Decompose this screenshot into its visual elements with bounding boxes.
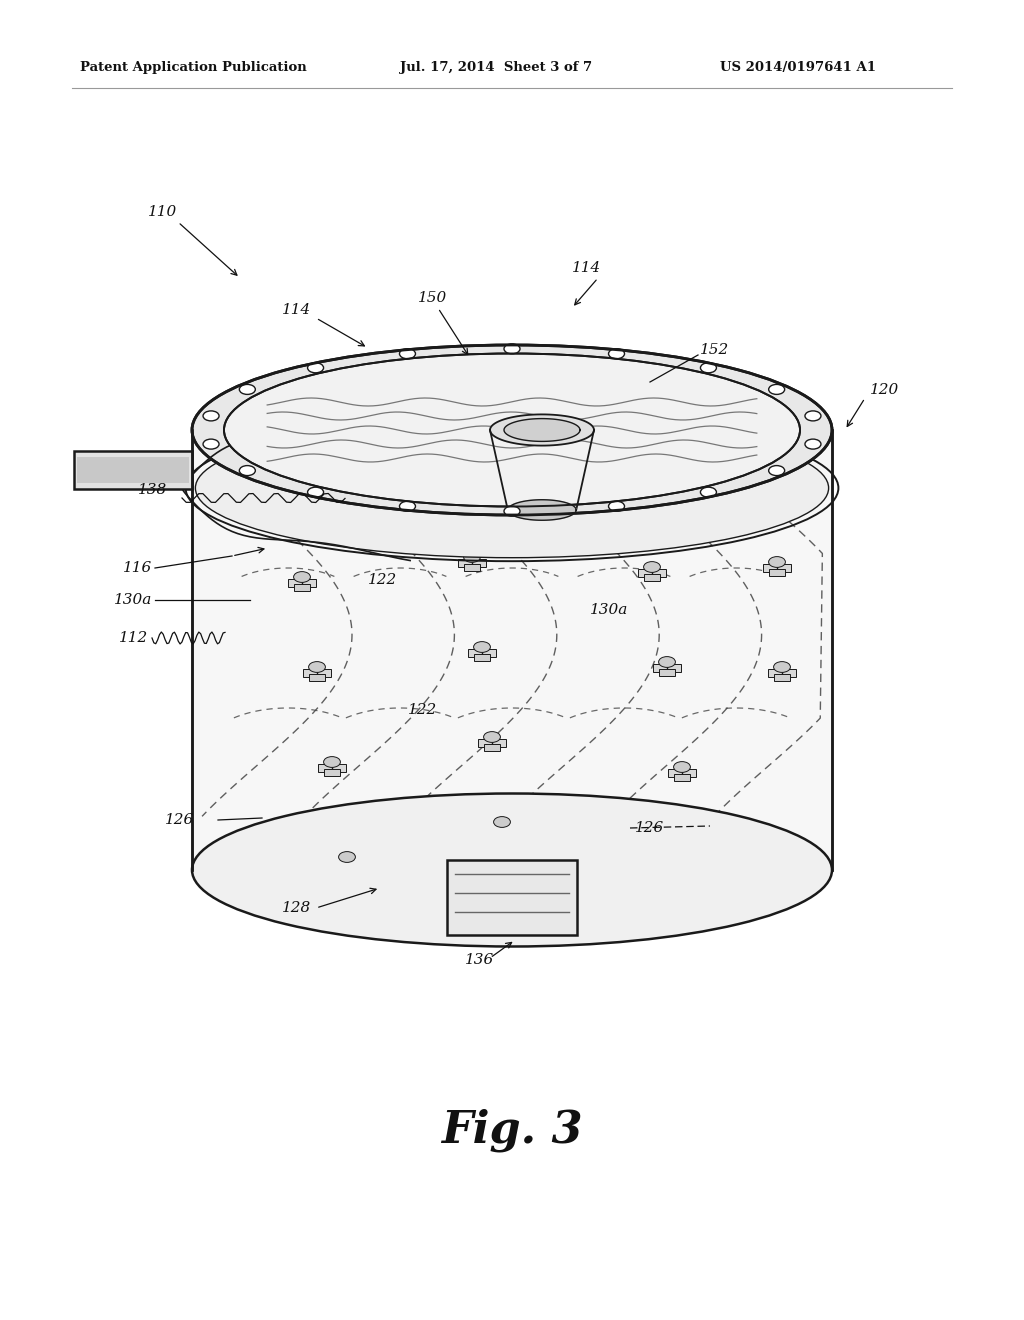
FancyBboxPatch shape xyxy=(339,865,355,871)
Text: US 2014/0197641 A1: US 2014/0197641 A1 xyxy=(720,62,876,74)
FancyBboxPatch shape xyxy=(303,669,332,677)
Text: 114: 114 xyxy=(282,304,311,317)
Text: 122: 122 xyxy=(408,704,437,717)
Ellipse shape xyxy=(196,418,828,557)
Text: 128: 128 xyxy=(282,902,311,915)
Ellipse shape xyxy=(644,561,660,573)
FancyBboxPatch shape xyxy=(487,825,516,832)
Ellipse shape xyxy=(324,756,340,767)
FancyBboxPatch shape xyxy=(447,861,577,935)
FancyBboxPatch shape xyxy=(317,764,346,772)
Ellipse shape xyxy=(473,642,490,652)
FancyBboxPatch shape xyxy=(652,664,681,672)
Text: 136: 136 xyxy=(465,953,495,968)
FancyBboxPatch shape xyxy=(458,560,486,566)
FancyBboxPatch shape xyxy=(468,649,497,656)
FancyBboxPatch shape xyxy=(473,655,490,661)
Ellipse shape xyxy=(700,363,717,372)
Polygon shape xyxy=(504,418,580,441)
FancyBboxPatch shape xyxy=(768,669,797,677)
Text: 110: 110 xyxy=(148,205,177,219)
Ellipse shape xyxy=(240,466,255,475)
Text: 152: 152 xyxy=(700,343,729,356)
FancyBboxPatch shape xyxy=(763,565,792,572)
FancyBboxPatch shape xyxy=(464,564,480,572)
FancyBboxPatch shape xyxy=(769,569,785,577)
Text: 120: 120 xyxy=(870,383,899,397)
Text: Patent Application Publication: Patent Application Publication xyxy=(80,62,307,74)
FancyBboxPatch shape xyxy=(638,569,667,577)
Ellipse shape xyxy=(674,762,690,772)
FancyBboxPatch shape xyxy=(773,675,791,681)
Ellipse shape xyxy=(224,354,800,507)
FancyBboxPatch shape xyxy=(294,585,310,591)
Ellipse shape xyxy=(805,440,821,449)
Ellipse shape xyxy=(483,731,501,742)
FancyBboxPatch shape xyxy=(77,457,189,483)
Text: 126: 126 xyxy=(635,821,665,836)
Ellipse shape xyxy=(203,411,219,421)
Text: Jul. 17, 2014  Sheet 3 of 7: Jul. 17, 2014 Sheet 3 of 7 xyxy=(400,62,592,74)
Ellipse shape xyxy=(307,487,324,498)
Ellipse shape xyxy=(307,363,324,372)
Polygon shape xyxy=(490,414,594,446)
Text: 130a: 130a xyxy=(590,603,629,616)
Ellipse shape xyxy=(769,557,785,568)
Ellipse shape xyxy=(464,552,480,562)
FancyBboxPatch shape xyxy=(644,574,660,581)
Ellipse shape xyxy=(769,466,784,475)
FancyBboxPatch shape xyxy=(288,579,316,586)
Ellipse shape xyxy=(608,348,625,359)
FancyBboxPatch shape xyxy=(477,739,507,747)
Text: 114: 114 xyxy=(572,261,601,275)
Ellipse shape xyxy=(773,661,791,672)
Ellipse shape xyxy=(399,502,416,511)
Ellipse shape xyxy=(193,793,831,946)
Ellipse shape xyxy=(769,384,784,395)
Ellipse shape xyxy=(308,661,326,672)
Polygon shape xyxy=(508,500,577,520)
Polygon shape xyxy=(193,430,831,870)
Text: 112: 112 xyxy=(119,631,148,645)
Ellipse shape xyxy=(193,345,831,515)
Ellipse shape xyxy=(240,384,255,395)
Text: 126: 126 xyxy=(165,813,195,828)
Text: 138: 138 xyxy=(138,483,167,498)
FancyBboxPatch shape xyxy=(494,829,510,837)
Text: 122: 122 xyxy=(368,573,397,587)
Ellipse shape xyxy=(608,502,625,511)
FancyBboxPatch shape xyxy=(308,675,326,681)
Text: 116: 116 xyxy=(123,561,152,576)
FancyBboxPatch shape xyxy=(483,744,501,751)
FancyBboxPatch shape xyxy=(333,859,361,867)
FancyBboxPatch shape xyxy=(668,770,696,776)
Ellipse shape xyxy=(399,348,416,359)
FancyBboxPatch shape xyxy=(74,451,193,488)
Ellipse shape xyxy=(504,343,520,354)
Ellipse shape xyxy=(203,440,219,449)
Text: 150: 150 xyxy=(418,290,447,305)
Ellipse shape xyxy=(658,656,676,668)
Ellipse shape xyxy=(339,851,355,862)
Ellipse shape xyxy=(494,817,510,828)
Ellipse shape xyxy=(700,487,717,498)
Ellipse shape xyxy=(805,411,821,421)
Text: 130a: 130a xyxy=(114,593,152,607)
Ellipse shape xyxy=(294,572,310,582)
FancyBboxPatch shape xyxy=(658,669,676,676)
FancyBboxPatch shape xyxy=(674,775,690,781)
Text: Fig. 3: Fig. 3 xyxy=(441,1109,583,1152)
FancyBboxPatch shape xyxy=(324,770,340,776)
Ellipse shape xyxy=(504,506,520,516)
